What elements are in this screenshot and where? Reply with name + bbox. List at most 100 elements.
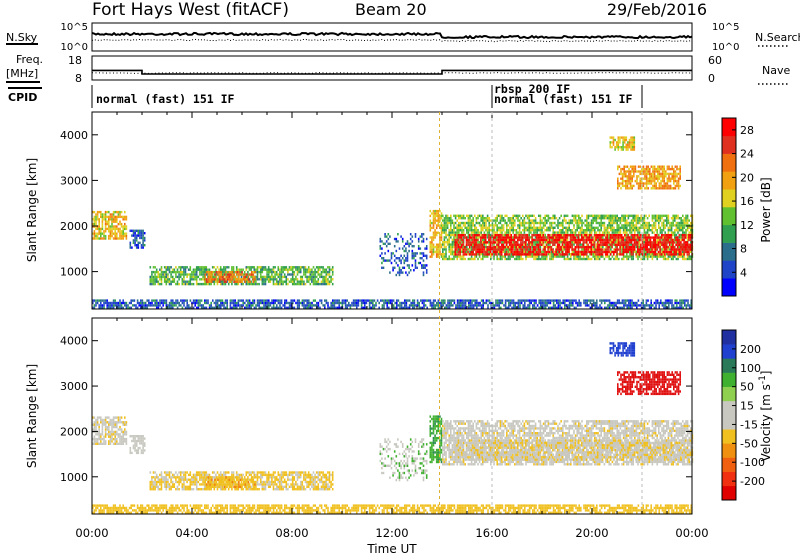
power-cell [622, 224, 625, 227]
power-cell [456, 257, 458, 261]
power-cell [582, 241, 585, 244]
power-cell [192, 282, 195, 286]
power-cell [218, 268, 220, 271]
power-cell [194, 273, 196, 276]
cpid-segment-label: normal (fast) 151 IF [494, 92, 633, 106]
power-cell [614, 234, 617, 237]
power-cell [124, 222, 126, 226]
power-cell [175, 282, 177, 286]
power-cell [149, 280, 152, 283]
power-cell [668, 187, 670, 190]
power-cell [111, 232, 113, 235]
power-cell [247, 273, 249, 276]
power-cell [544, 229, 546, 232]
power-cell [181, 266, 184, 269]
power-cell [446, 219, 449, 222]
power-cell [204, 278, 207, 281]
power-cell [104, 220, 107, 223]
power-cell [269, 278, 272, 281]
power-cell [101, 215, 104, 219]
power-cell [534, 226, 537, 229]
power-cell [656, 231, 658, 234]
power-cell [650, 229, 652, 232]
power-cell [143, 232, 146, 235]
power-cell [432, 219, 435, 222]
power-cell [219, 280, 222, 283]
power-cell [630, 148, 632, 151]
power-cell [547, 248, 549, 251]
power-cell [486, 231, 489, 234]
power-cell [314, 268, 316, 271]
power-cell [462, 241, 465, 244]
power-cell [529, 246, 532, 249]
power-cell [312, 282, 315, 286]
power-cell [513, 238, 516, 242]
power-cell [512, 217, 514, 220]
power-cell [603, 231, 606, 234]
power-cell [240, 282, 243, 286]
power-cell [506, 224, 508, 227]
power-cell [398, 259, 401, 262]
power-cell [384, 259, 386, 262]
power-cell [582, 255, 585, 258]
power-cell [526, 248, 529, 251]
power-cell [175, 266, 177, 269]
power-cell [622, 226, 625, 229]
power-cell [507, 255, 510, 258]
power-cell [626, 170, 629, 173]
power-cell [611, 246, 613, 249]
power-cell [637, 175, 640, 178]
power-cell [520, 255, 522, 258]
power-cell [98, 227, 100, 231]
power-cell [189, 273, 192, 276]
power-cell [635, 238, 637, 242]
power-cell [644, 238, 647, 242]
power-cell [219, 266, 222, 269]
power-cell [395, 261, 398, 265]
power-cell [571, 238, 573, 242]
power-cell [582, 229, 585, 232]
power-cell [587, 248, 589, 251]
power-cell [168, 282, 171, 286]
freq-label-1: Freq. [16, 53, 43, 66]
power-cell [667, 253, 669, 256]
power-cell [220, 275, 223, 279]
power-cell [483, 234, 485, 237]
power-cell [520, 238, 522, 242]
power-cell [467, 231, 470, 234]
power-cell [470, 219, 473, 222]
power-cell [381, 240, 383, 243]
power-cell [613, 226, 615, 229]
power-cell [610, 221, 612, 225]
power-cell [195, 275, 198, 279]
power-cell [184, 273, 187, 276]
power-cell [558, 246, 561, 249]
power-cell [547, 226, 550, 229]
power-cell [645, 221, 647, 225]
power-cell [641, 248, 644, 251]
power-cell [569, 241, 572, 244]
power-cell [542, 226, 545, 229]
power-cell [654, 255, 657, 258]
power-cell [421, 252, 423, 255]
power-cell [233, 280, 235, 283]
power-cell [272, 280, 275, 283]
power-cell [633, 246, 636, 249]
power-cell [522, 257, 524, 261]
power-cell [187, 273, 190, 276]
power-cell [566, 243, 569, 246]
power-cell [108, 234, 110, 238]
power-cell [642, 236, 644, 239]
power-cell [515, 248, 517, 251]
power-cell [588, 238, 591, 242]
power-cell [531, 236, 533, 239]
power-cell [531, 238, 533, 242]
power-cell [244, 278, 247, 281]
power-cell [516, 248, 519, 251]
power-cell [604, 250, 607, 254]
power-cell [600, 241, 602, 244]
power-cell [497, 241, 500, 244]
power-cell [608, 236, 610, 239]
power-cell [573, 214, 575, 217]
power-cell [223, 266, 225, 269]
